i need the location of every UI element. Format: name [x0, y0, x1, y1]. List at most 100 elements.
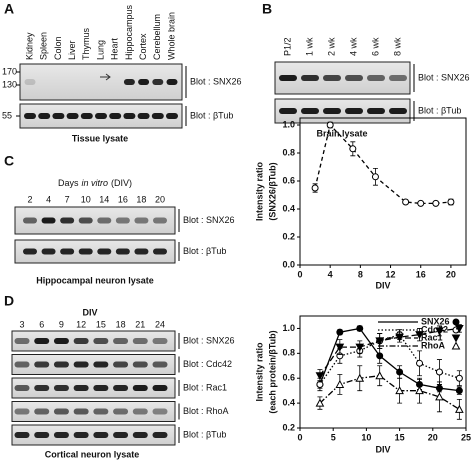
- band: [279, 108, 297, 114]
- band: [152, 338, 168, 344]
- marker: [435, 368, 443, 376]
- band: [78, 248, 93, 255]
- x-tick-label: 15: [395, 432, 405, 442]
- lane-label: 24: [155, 319, 165, 329]
- band: [134, 248, 149, 255]
- legend-label: RhoA: [421, 340, 445, 350]
- x-tick-label: 25: [461, 432, 471, 442]
- band: [73, 338, 89, 344]
- y-axis-label: (SNX26/βTub): [267, 162, 277, 220]
- marker: [326, 121, 334, 129]
- blot-label: Blot : Rac1: [183, 382, 227, 392]
- legend-label: SNX26: [421, 316, 450, 326]
- band: [345, 75, 363, 81]
- band: [14, 408, 30, 415]
- blot-label: Blot : βTub: [183, 246, 226, 256]
- blot-label: Blot : RhoA: [183, 406, 229, 416]
- x-axis-label: DIV: [375, 280, 390, 290]
- band: [52, 113, 65, 119]
- marker: [315, 398, 325, 407]
- band: [367, 108, 385, 114]
- blot-label: Blot : SNX26: [418, 72, 470, 82]
- x-tick-label: 20: [428, 432, 438, 442]
- band: [14, 385, 30, 391]
- marker: [455, 387, 463, 395]
- marker: [416, 359, 424, 367]
- band: [152, 408, 168, 415]
- caption: Brain lysate: [316, 128, 367, 138]
- band: [152, 79, 164, 85]
- band: [53, 361, 69, 368]
- x-tick-label: 0: [297, 432, 302, 442]
- marker: [415, 386, 424, 395]
- marker: [355, 343, 365, 352]
- blot-label: Blot : SNX26: [183, 335, 235, 345]
- lane-label: 4 wk: [348, 37, 358, 56]
- lane-label: Cortex: [138, 33, 148, 60]
- marker: [311, 184, 319, 192]
- marker: [356, 324, 364, 332]
- band: [60, 248, 75, 255]
- band: [137, 113, 150, 119]
- band: [73, 385, 89, 391]
- band: [389, 75, 407, 81]
- band: [134, 217, 149, 224]
- title-part: Days: [58, 178, 79, 188]
- band: [41, 217, 56, 224]
- blot-label: Blot : SNX26: [190, 76, 242, 86]
- band: [132, 361, 148, 368]
- lane-label: Lung: [95, 40, 105, 60]
- marker: [432, 199, 440, 207]
- legend-label: Rac1: [421, 332, 443, 342]
- series-line: [319, 375, 460, 410]
- lane-label: 9: [59, 319, 64, 329]
- caption: Cortical neuron lysate: [45, 449, 140, 459]
- marker: [417, 199, 425, 207]
- band: [95, 113, 107, 119]
- band: [113, 338, 129, 344]
- plot-frame: [299, 117, 467, 266]
- band: [97, 248, 112, 255]
- band: [113, 408, 129, 415]
- band: [115, 217, 130, 224]
- lane-label: Hippocampus: [124, 4, 134, 60]
- band: [73, 361, 89, 368]
- y-tick-label: 0.8: [282, 348, 295, 358]
- band: [109, 113, 122, 119]
- panel-letter: C: [4, 153, 14, 169]
- lanes-title: DIV: [82, 307, 97, 317]
- lane-label: Spleen: [39, 32, 49, 60]
- band: [367, 75, 385, 81]
- marker: [455, 324, 464, 333]
- band: [34, 385, 50, 391]
- lane-label: Heart: [110, 37, 120, 60]
- band: [73, 408, 89, 415]
- band: [301, 108, 319, 114]
- band: [60, 217, 75, 224]
- blot: [14, 206, 176, 235]
- lane-label: Liver: [67, 40, 77, 60]
- marker: [375, 371, 385, 380]
- marker: [455, 374, 463, 382]
- band: [41, 248, 56, 255]
- title-part: in vitro: [82, 178, 109, 188]
- lane-label: 3: [19, 319, 24, 329]
- band: [93, 338, 109, 344]
- band: [132, 408, 148, 415]
- lanes-title: Days in vitro (DIV): [58, 178, 132, 188]
- y-axis-label: (each protein/βTub): [267, 330, 277, 413]
- band: [132, 338, 148, 344]
- lane-label: P1/2: [282, 37, 292, 56]
- x-tick-label: 8: [358, 269, 363, 279]
- x-tick-label: 12: [386, 269, 396, 279]
- marker: [335, 379, 345, 388]
- lane-label: 6 wk: [370, 37, 380, 56]
- lane-label: 1 wk: [304, 37, 314, 56]
- y-axis-label: Intensity ratio: [254, 342, 264, 402]
- band: [34, 408, 50, 415]
- band: [153, 248, 167, 255]
- band: [34, 361, 50, 368]
- x-axis-label: DIV: [375, 444, 390, 454]
- marker: [336, 328, 344, 336]
- band: [34, 432, 50, 438]
